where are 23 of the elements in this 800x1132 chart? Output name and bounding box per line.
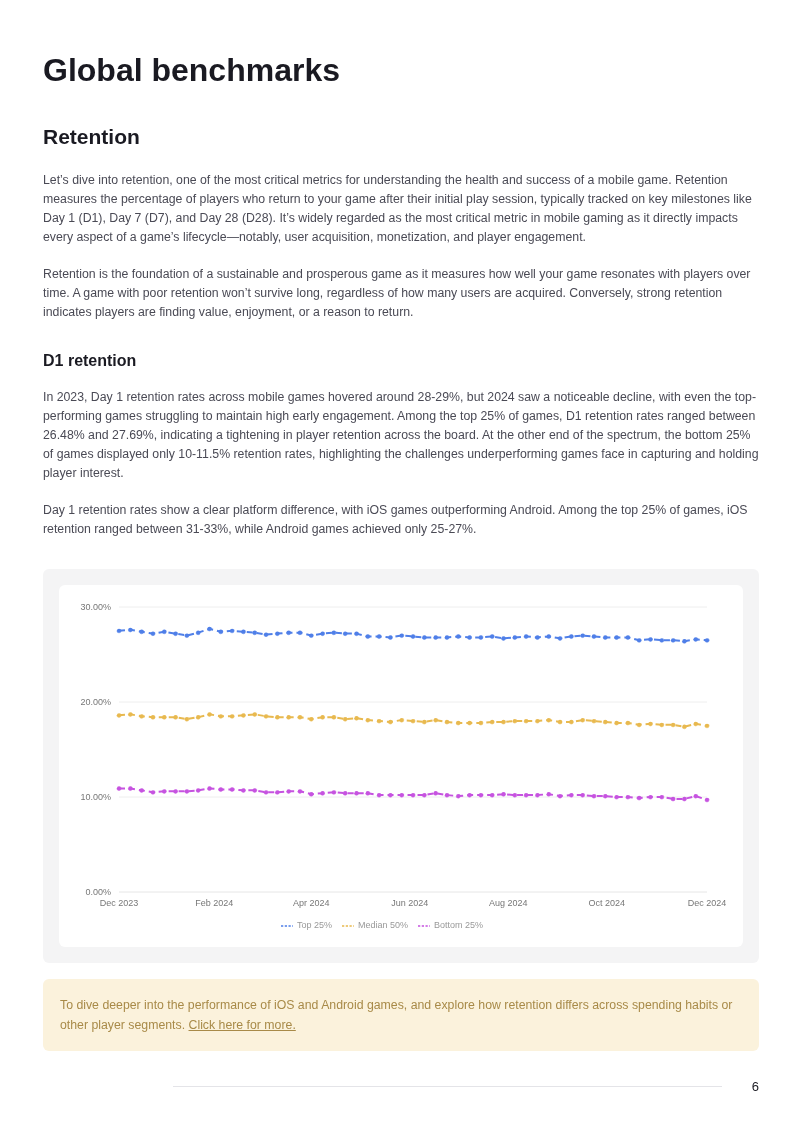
text: In 2023, Day 1 retention rates across mobile games hovered around 28-29%, but 2024 saw a noticeable decline, with even the top-performing games struggling to maintain high early engagement. Among the top 25% of games, D1 retention rates ranged between 26.48% and 27.69%, indicating a tightening in player retention across the board. At the other end of the spectrum, the bottom 25% of games displayed only 10-11.5% retention rates, highlighting the challenges underperforming games face in capturing and holding player interest. xyxy=(43,389,759,482)
y-tick-label: 20.00% xyxy=(80,697,111,708)
y-tick-label: 30.00% xyxy=(80,602,111,613)
text: Let’s dive into retention, one of the most critical metrics for understanding the health and success of a mobile game. Retention measures the percentage of players who return to your game after their initial play session, typically tracked on key milestones like Day 1 (D1), Day 7 (D7), and Day 28 (D28). It’s widely regarded as the most critical metric in mobile gaming as it directly impacts every aspect of a game’s lifecycle—notably, user acquisition, monetization, and player engagement. xyxy=(43,172,753,246)
y-tick-label: 0.00% xyxy=(85,887,111,898)
text: Retention is the foundation of a sustainable and prosperous game as it measures how well your game resonates with players over time. A game with poor retention won’t survive long, regardless of how many users are acquired. Conversely, strong retention indicates players are finding value, enjoyment, or a reason to return. xyxy=(43,266,752,321)
legend-label: Bottom 25% xyxy=(434,920,484,931)
x-tick-label: Jun 2024 xyxy=(391,898,429,909)
text: D1 retention xyxy=(43,352,138,370)
y-tick-label: 10.00% xyxy=(80,792,111,803)
text: Click here for more. xyxy=(188,1018,296,1032)
chart-subtitle: Retention xyxy=(43,125,141,149)
text: 6 xyxy=(751,1079,759,1094)
legend-label: Median 50% xyxy=(357,920,409,931)
chart-title: Global benchmarks xyxy=(43,52,341,89)
text: Day 1 retention rates show a clear platform difference, with iOS games outperforming Android. Among the top 25% of games, iOS retention ranged between 31-33%, while Android games achieved only 25-27%. xyxy=(43,502,749,538)
x-tick-label: Feb 2024 xyxy=(195,898,234,909)
x-tick-label: Oct 2024 xyxy=(588,898,626,909)
x-tick-label: Aug 2024 xyxy=(489,898,528,909)
legend-label: Top 25% xyxy=(296,920,332,931)
x-tick-label: Apr 2024 xyxy=(292,898,330,909)
x-tick-label: Dec 2023 xyxy=(99,898,139,909)
x-tick-label: Dec 2024 xyxy=(687,898,727,909)
